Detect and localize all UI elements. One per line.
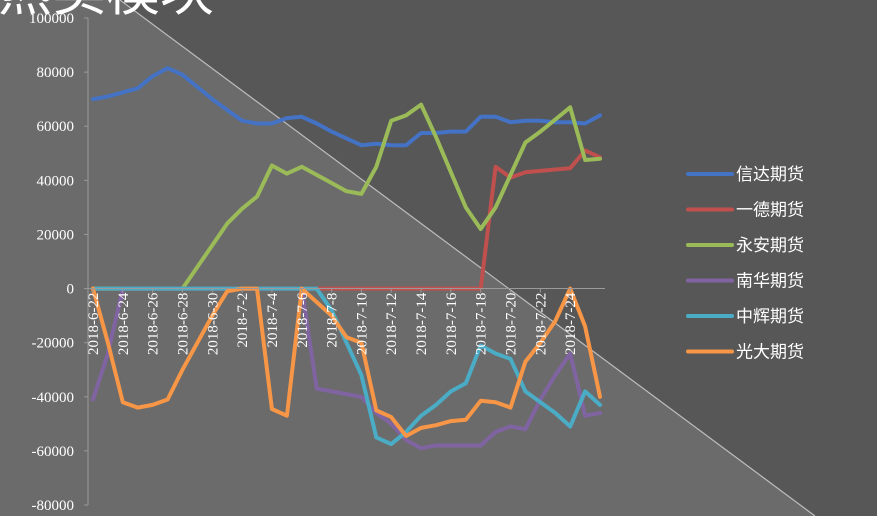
x-tick-label: 2018-6-28 — [175, 293, 191, 356]
background-diagonal — [119, 0, 816, 516]
y-tick-label: 100000 — [29, 11, 74, 27]
x-tick-label: 2018-6-30 — [205, 293, 221, 356]
x-tick-label: 2018-7-22 — [533, 293, 549, 356]
x-tick-label: 2018-7-10 — [354, 293, 370, 356]
legend-label: 中辉期货 — [736, 307, 804, 326]
y-tick-label: -80000 — [32, 498, 75, 514]
x-tick-label: 2018-7-18 — [474, 293, 490, 356]
legend-label: 一德期货 — [736, 201, 804, 220]
x-tick-label: 2018-7-2 — [235, 293, 251, 348]
y-tick-label: 40000 — [37, 173, 75, 189]
x-tick-label: 2018-7-16 — [444, 292, 460, 355]
chart-title: 热卖模块 — [0, 0, 214, 23]
y-tick-label: 0 — [67, 282, 75, 298]
y-tick-label: -20000 — [32, 336, 75, 352]
y-tick-label: 20000 — [37, 227, 75, 243]
legend-label: 永安期货 — [736, 236, 804, 255]
y-tick-label: 80000 — [37, 65, 75, 81]
x-tick-label: 2018-7-20 — [504, 293, 520, 356]
x-tick-label: 2018-6-22 — [86, 293, 102, 356]
legend-label: 南华期货 — [736, 272, 804, 291]
series-line-5 — [91, 286, 602, 438]
axes: 100000 80000 60000 40000 20000 0 -20000 -40000 -… — [29, 11, 605, 514]
legend-label: 光大期货 — [736, 343, 804, 362]
x-tick-label: 2018-7-14 — [414, 292, 430, 355]
x-tick-label: 2018-6-26 — [146, 292, 162, 355]
background-highlight — [0, 0, 815, 516]
y-tick-label: -60000 — [32, 444, 75, 460]
x-tick-label: 2018-7-12 — [384, 293, 400, 356]
x-tick-label: 2018-7-24 — [563, 292, 579, 355]
y-tick-label: 60000 — [37, 119, 75, 135]
x-tick-label: 2018-7-4 — [265, 292, 281, 347]
series-line-0 — [91, 66, 602, 148]
x-tick-label: 2018-7-8 — [325, 293, 341, 348]
y-tick-label: -40000 — [32, 390, 75, 406]
x-tick-label: 2018-7-6 — [295, 292, 311, 347]
legend-label: 信达期货 — [736, 165, 804, 184]
x-tick-label: 2018-6-24 — [116, 292, 132, 355]
